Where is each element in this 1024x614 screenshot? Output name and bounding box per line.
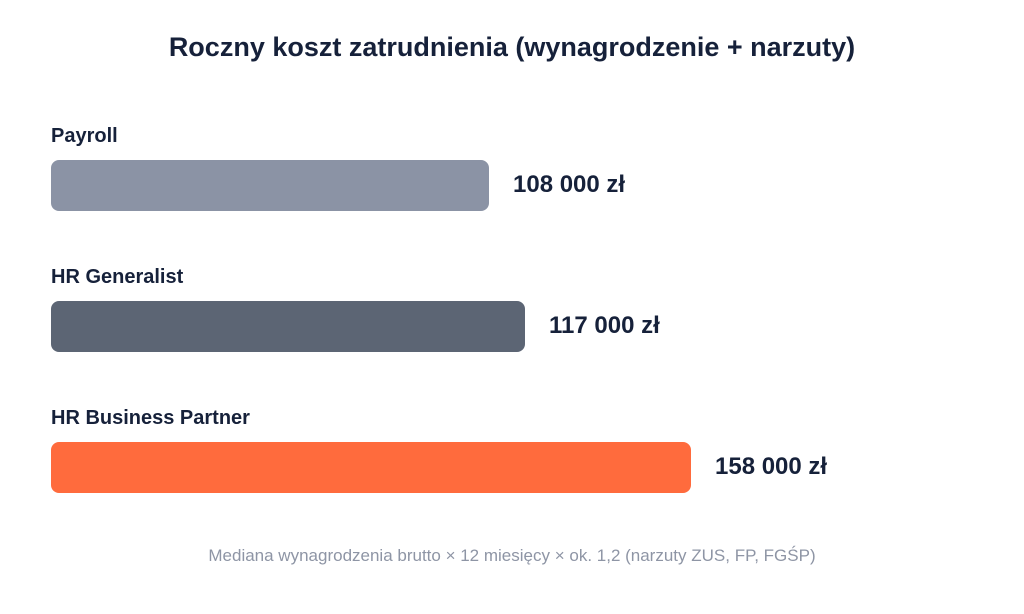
bar-group: Payroll 108 000 zł: [51, 125, 991, 225]
category-label: HR Generalist: [51, 266, 184, 288]
value-label: 158 000 zł: [715, 453, 828, 480]
bar-group: HR Generalist 117 000 zł: [51, 266, 991, 366]
value-label: 108 000 zł: [513, 171, 626, 198]
value-label: 117 000 zł: [549, 312, 660, 339]
bar-group: HR Business Partner 158 000 zł: [51, 407, 991, 507]
chart-title: Roczny koszt zatrudnienia (wynagrodzenie…: [168, 32, 856, 62]
chart-footnote: Mediana wynagrodzenia brutto × 12 miesię…: [208, 546, 816, 565]
bar: [51, 442, 691, 493]
category-label: Payroll: [51, 125, 118, 147]
category-label: HR Business Partner: [51, 407, 250, 429]
bar: [51, 160, 489, 211]
bar: [51, 301, 525, 352]
